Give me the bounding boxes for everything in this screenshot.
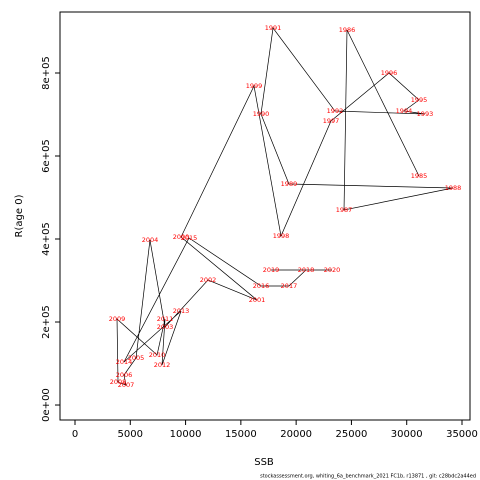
trajectory-line (116, 27, 454, 386)
year-label: 1993 (417, 110, 434, 118)
year-label: 1990 (253, 110, 270, 118)
year-label: 2003 (157, 323, 174, 331)
year-label: 1989 (281, 180, 298, 188)
year-label: 2004 (142, 236, 159, 244)
year-label: 1986 (339, 26, 356, 34)
y-tick-label: 2e+05 (41, 305, 52, 339)
x-tick-label: 30000 (391, 429, 423, 440)
year-label: 2005 (128, 354, 145, 362)
x-tick-label: 35000 (446, 429, 478, 440)
year-label: 1997 (323, 117, 340, 125)
year-label: 1988 (445, 184, 462, 192)
year-label: 1987 (336, 206, 353, 214)
year-label: 2020 (324, 266, 341, 274)
year-label: 2012 (154, 361, 171, 369)
year-label: 1991 (265, 24, 282, 32)
year-label: 2006 (116, 371, 133, 379)
year-label: 2001 (249, 296, 266, 304)
year-label: 2013 (173, 307, 190, 315)
x-tick-label: 5000 (118, 429, 143, 440)
year-label: 1985 (411, 172, 428, 180)
year-label: 2017 (281, 282, 298, 290)
year-label: 1998 (273, 232, 290, 240)
year-label: 2000 (173, 233, 190, 241)
year-label: 2007 (118, 381, 135, 389)
year-label: 1996 (381, 69, 398, 77)
y-axis-label: R(age 0) (14, 194, 25, 237)
year-label: 1999 (246, 82, 263, 90)
footnote: stockassessment.org, whiting_6a_benchmar… (260, 474, 476, 480)
year-label: 2019 (263, 266, 280, 274)
x-tick-label: 25000 (336, 429, 368, 440)
x-axis-label: SSB (254, 457, 274, 468)
year-label: 2016 (253, 282, 270, 290)
y-tick-label: 4e+05 (41, 222, 52, 256)
year-label: 2018 (298, 266, 315, 274)
x-tick-label: 20000 (280, 429, 312, 440)
year-label: 2010 (149, 351, 166, 359)
year-label: 1992 (327, 107, 344, 115)
y-tick-label: 0e+00 (41, 388, 52, 422)
x-tick-label: 10000 (170, 429, 202, 440)
x-tick-label: 0 (72, 429, 78, 440)
year-label: 1995 (411, 96, 428, 104)
y-tick-label: 8e+05 (41, 56, 52, 90)
year-label: 2014 (116, 358, 133, 366)
year-label: 1994 (396, 107, 413, 115)
y-tick-label: 6e+05 (41, 139, 52, 173)
year-label: 2015 (181, 234, 198, 242)
year-label: 2011 (157, 315, 174, 323)
plot-frame (59, 11, 471, 421)
x-tick-label: 15000 (225, 429, 257, 440)
year-label: 2008 (110, 378, 127, 386)
year-label: 2002 (200, 276, 217, 284)
year-label: 2009 (109, 315, 126, 323)
